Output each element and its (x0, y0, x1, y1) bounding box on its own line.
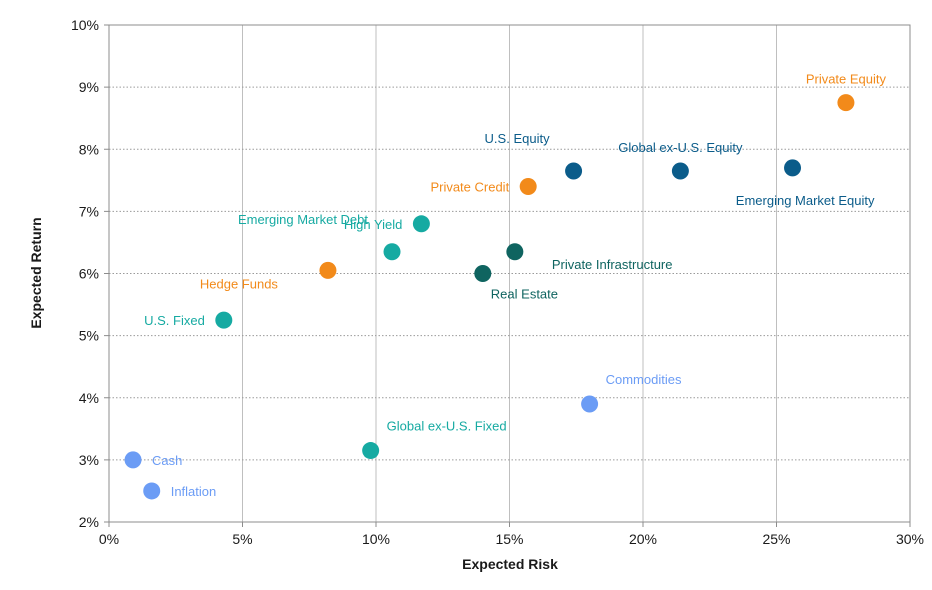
data-point (362, 442, 380, 460)
data-point (319, 261, 337, 279)
x-tick-label: 15% (495, 531, 523, 547)
x-tick-label: 25% (762, 531, 790, 547)
data-points (124, 94, 855, 500)
y-tick-label: 8% (79, 141, 99, 157)
data-point (671, 162, 689, 180)
y-tick-label: 10% (71, 17, 99, 33)
point-label: Private Credit (430, 180, 509, 195)
data-point (412, 215, 430, 233)
point-label: Commodities (606, 372, 682, 387)
point-labels: Cash Inflation U.S. Fixed Hedge Funds Global… (144, 72, 886, 499)
data-point (519, 178, 537, 196)
y-axis-title: Expected Return (28, 217, 44, 328)
data-point (383, 243, 401, 261)
data-point (784, 159, 802, 177)
x-tick-label: 30% (896, 531, 924, 547)
point-label: Private Equity (806, 72, 887, 87)
data-point (474, 265, 492, 282)
axis-ticks: 0% 5% 10% 15% 20% 25% 30% 2% 3% 4% 5% 6% 7% 8% 9% 10% (71, 17, 924, 547)
point-label: Emerging Market Debt (238, 212, 368, 227)
point-label: Hedge Funds (200, 276, 279, 291)
data-point (565, 162, 583, 180)
data-point (837, 94, 855, 112)
data-point (124, 451, 142, 469)
x-tick-label: 10% (362, 531, 390, 547)
x-tick-label: 0% (99, 531, 119, 547)
data-point (506, 243, 524, 261)
y-tick-label: 4% (79, 390, 99, 406)
point-label: Global ex-U.S. Fixed (387, 419, 507, 434)
point-label: Inflation (171, 484, 217, 499)
x-tick-label: 5% (232, 531, 252, 547)
point-label: High Yield (344, 217, 403, 232)
point-label: Global ex-U.S. Equity (618, 140, 743, 155)
point-label: Private Infrastructure (552, 257, 673, 272)
x-axis-title: Expected Risk (462, 556, 558, 572)
grid (109, 25, 910, 522)
y-tick-label: 7% (79, 203, 99, 219)
point-label: Cash (152, 453, 182, 468)
point-label: U.S. Fixed (144, 313, 205, 328)
point-label: Emerging Market Equity (736, 193, 875, 208)
x-tick-label: 20% (629, 531, 657, 547)
y-tick-label: 3% (79, 452, 99, 468)
data-point (581, 395, 599, 413)
point-label: U.S. Equity (485, 131, 551, 146)
data-point (215, 311, 233, 329)
data-point (143, 482, 161, 500)
point-label: Real Estate (491, 287, 558, 302)
y-tick-label: 5% (79, 328, 99, 344)
y-tick-label: 9% (79, 79, 99, 95)
y-tick-label: 2% (79, 514, 99, 530)
y-tick-label: 6% (79, 266, 99, 282)
